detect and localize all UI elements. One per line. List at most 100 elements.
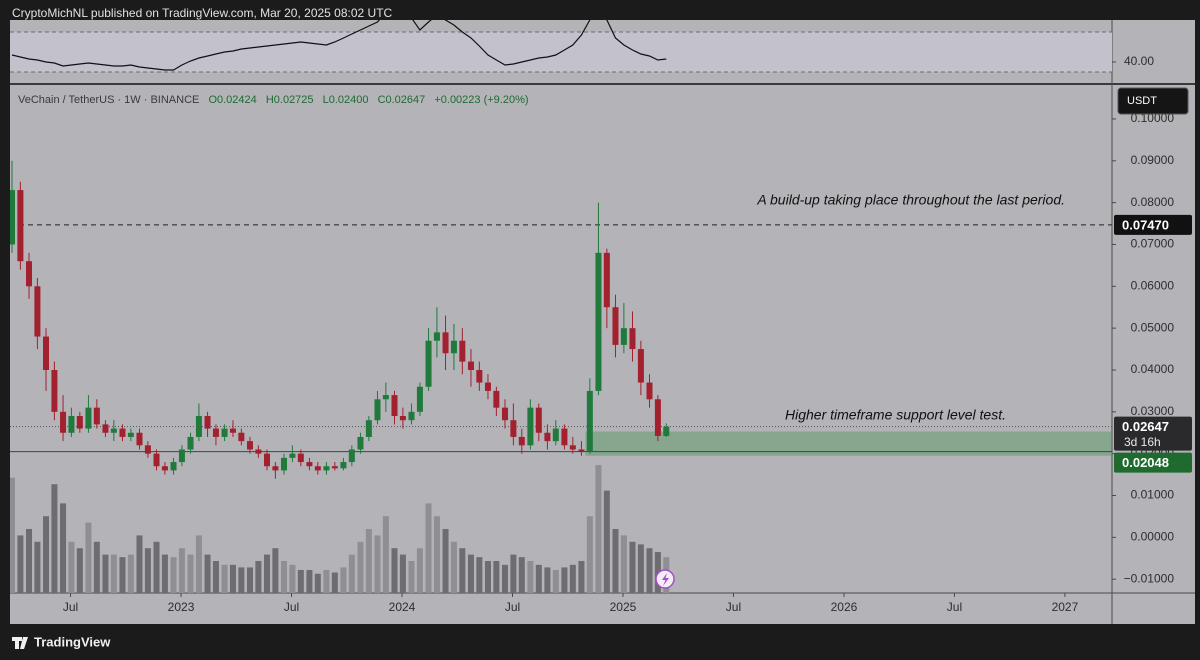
- currency-button-bg[interactable]: [1117, 87, 1189, 115]
- x-tick-label: Jul: [63, 600, 78, 614]
- currency-button[interactable]: USDT: [1117, 87, 1189, 115]
- volume-bar: [229, 564, 236, 593]
- candle-body: [204, 416, 211, 429]
- candle-body: [527, 407, 534, 446]
- volume-bar: [10, 477, 15, 593]
- chart-background: [10, 20, 1195, 624]
- axes: 40.00 0.10000 0.09000 0.08000 0.07000 0.06000…: [63, 54, 1192, 614]
- candle-body: [459, 340, 466, 362]
- candle-body: [595, 252, 602, 391]
- volume-bar: [357, 541, 364, 593]
- volume-bar: [561, 567, 568, 593]
- x-tick-label: Jul: [947, 600, 962, 614]
- candle-body: [229, 428, 236, 433]
- volume-bar: [76, 548, 83, 593]
- icon-bolt[interactable]: [662, 573, 669, 586]
- candle-body: [170, 462, 177, 471]
- x-tick-label: 2025: [610, 600, 637, 614]
- volume-bar: [425, 503, 432, 593]
- footer: TradingView: [12, 634, 111, 649]
- candle-body: [340, 462, 347, 469]
- candle-body: [493, 390, 500, 408]
- volume-bar: [289, 564, 296, 593]
- volume-bar: [416, 548, 423, 593]
- candle-body: [51, 369, 58, 412]
- candle-body: [34, 286, 41, 337]
- x-tick-label: Jul: [505, 600, 520, 614]
- replay-icon[interactable]: [655, 569, 675, 589]
- volume-bar: [178, 548, 185, 593]
- candle-body: [102, 424, 109, 433]
- last-price-label-bg: [1114, 416, 1192, 451]
- candle-body: [620, 328, 627, 345]
- candle-body: [586, 390, 593, 452]
- volume-bar: [595, 465, 602, 593]
- y-tick-label: 0.10000: [1131, 111, 1175, 125]
- candle-body: [144, 445, 151, 454]
- candle-body: [629, 328, 636, 350]
- currency-label[interactable]: USDT: [1127, 95, 1157, 107]
- volume-bar: [238, 567, 245, 593]
- x-tick-label: Jul: [726, 600, 741, 614]
- ohlc-change: +0.00223 (+9.20%): [434, 94, 528, 106]
- rsi-pane: [10, 20, 1112, 73]
- volume-bar: [374, 535, 381, 593]
- candle-body: [153, 453, 160, 467]
- volume-bar: [442, 529, 449, 593]
- volume-bar: [569, 564, 576, 593]
- volume-bar: [127, 554, 134, 593]
- volume-bar: [204, 554, 211, 593]
- candle-body: [399, 416, 406, 421]
- candle-body: [331, 466, 338, 469]
- candle-body: [119, 428, 126, 437]
- candle-body: [518, 436, 525, 446]
- volume-bar: [391, 548, 398, 593]
- volume-bar: [85, 522, 92, 593]
- candle-body: [552, 428, 559, 442]
- candle-body: [212, 428, 219, 437]
- candle-body: [391, 395, 398, 417]
- logo-text: TradingView: [34, 634, 111, 649]
- y-tick-label: 0.09000: [1131, 153, 1175, 167]
- volume-bar: [102, 554, 109, 593]
- volume-bar: [93, 541, 100, 593]
- candle-body: [289, 453, 296, 458]
- support-label-bg: [1114, 452, 1192, 473]
- symbol-title: VeChain / TetherUS · 1W · BINANCE: [18, 94, 199, 106]
- publisher: CryptoMichNL published on TradingView.co…: [12, 6, 393, 20]
- volume-bar: [331, 572, 338, 593]
- volume-bar: [34, 541, 41, 593]
- support-label: 0.02048: [1122, 455, 1169, 470]
- candle-body: [484, 382, 491, 391]
- volume-bar: [195, 535, 202, 593]
- volume-bar: [314, 573, 321, 593]
- candle-body: [93, 407, 100, 425]
- volume-bar: [552, 569, 559, 593]
- y-tick-label: 0.04000: [1131, 362, 1175, 376]
- level-label-bg: [1114, 214, 1192, 235]
- volume-bar: [68, 541, 75, 593]
- candle-body: [646, 382, 653, 400]
- candle-body: [476, 369, 483, 383]
- volume-bar: [212, 561, 219, 593]
- volume-bar: [493, 561, 500, 593]
- candle-body: [60, 411, 67, 433]
- volume-bar: [119, 557, 126, 593]
- candle-body: [272, 466, 279, 471]
- candle-body: [535, 407, 542, 433]
- candle-body: [578, 449, 585, 452]
- volume-bar: [586, 516, 593, 593]
- candle-body: [501, 407, 508, 421]
- candle-body: [238, 432, 245, 442]
- countdown: 3d 16h: [1124, 435, 1161, 449]
- volume-bar: [17, 535, 24, 593]
- candle-body: [374, 399, 381, 421]
- volume-bar: [578, 561, 585, 593]
- candle-body: [136, 432, 143, 446]
- candle-body: [382, 395, 389, 400]
- volume-bar: [484, 561, 491, 593]
- volume-bar: [467, 554, 474, 593]
- candle-body: [365, 420, 372, 437]
- legend: VeChain / TetherUS · 1W · BINANCE O0.024…: [18, 94, 529, 106]
